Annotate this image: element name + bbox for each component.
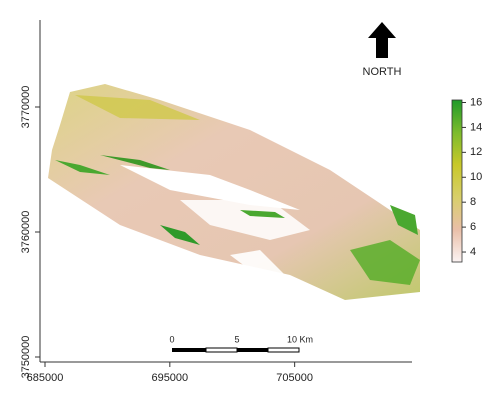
y-tick-label: 3750000 [20,336,32,379]
legend-tick-label: 14 [470,121,482,133]
raster [48,84,420,300]
legend-tick-label: 12 [470,146,482,158]
scale-label: 0 [169,334,174,344]
legend-tick-label: 4 [470,246,476,258]
x-tick-label: 705000 [276,372,313,384]
y-tick-label: 3760000 [20,211,32,254]
x-tick-label: 685000 [27,372,64,384]
legend-tick-label: 16 [470,96,482,108]
x-tick-label: 695000 [151,372,188,384]
scale-bar [172,347,300,353]
legend-tick-label: 8 [470,196,476,208]
north-arrow [368,22,396,58]
north-label: NORTH [363,66,402,78]
legend-colorbar [451,99,463,263]
scale-label: 5 [234,334,239,344]
y-tick-label: 3770000 [20,86,32,129]
scale-label: 10 Km [287,334,313,344]
legend-tick-label: 10 [470,171,482,183]
legend-tick-label: 6 [470,221,476,233]
